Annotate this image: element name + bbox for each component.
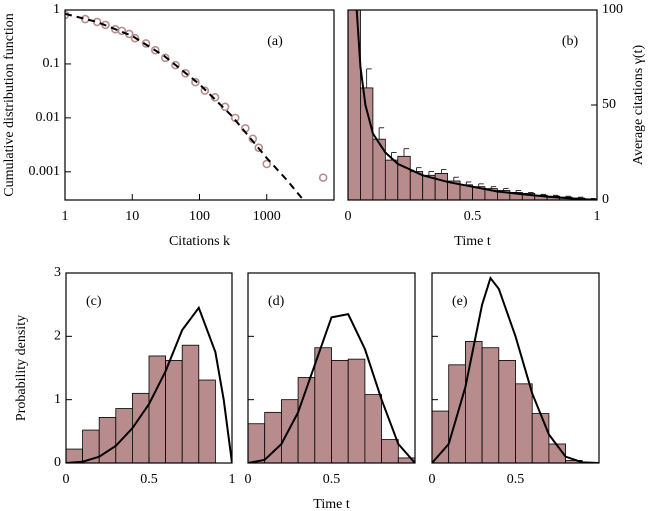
y-axis-label: Average citations γ(t) xyxy=(631,45,646,166)
data-point xyxy=(160,53,170,63)
x-tick-label: 1 xyxy=(229,472,236,487)
bar xyxy=(515,383,533,463)
panel-label: (e) xyxy=(452,294,468,309)
bar xyxy=(531,413,550,463)
bar xyxy=(66,448,84,463)
x-tick-label: 0 xyxy=(63,472,70,487)
x-tick-label: 0 xyxy=(345,209,352,224)
y-tick-label: 1 xyxy=(53,2,60,17)
panel-label: (d) xyxy=(268,294,285,309)
x-tick-label: 0 xyxy=(245,472,252,487)
plot-area xyxy=(348,10,597,200)
bar xyxy=(364,394,382,463)
x-tick-label: 10 xyxy=(125,209,139,224)
plot-area xyxy=(65,10,328,200)
plot-area xyxy=(432,275,599,463)
x-axis-label: Time t xyxy=(313,497,350,511)
plot-area xyxy=(66,305,232,463)
x-axis-label: Citations k xyxy=(169,234,230,249)
bar xyxy=(360,87,374,200)
y-axis-label: Probability density xyxy=(14,315,29,421)
curve xyxy=(432,275,599,463)
x-tick-label: 0.5 xyxy=(140,472,158,487)
x-tick-label: 0.5 xyxy=(323,472,341,487)
bar xyxy=(432,410,450,463)
x-tick-label: 1 xyxy=(62,209,69,224)
curve xyxy=(355,10,597,200)
curve xyxy=(248,313,415,463)
y-tick-label: 100 xyxy=(602,2,623,17)
x-tick-label: 0.5 xyxy=(507,472,525,487)
data-point xyxy=(141,39,151,48)
data-point xyxy=(254,143,264,152)
y-tick-label: 50 xyxy=(602,97,616,112)
bar xyxy=(347,358,366,463)
bar xyxy=(280,399,299,463)
data-point xyxy=(318,173,328,182)
bar xyxy=(198,379,216,463)
data-point xyxy=(150,45,160,55)
x-tick-label: 1 xyxy=(594,209,601,224)
data-point xyxy=(262,159,272,169)
data-point xyxy=(200,86,210,95)
panel-label: (b) xyxy=(562,34,579,49)
y-tick-label: 0 xyxy=(54,455,61,470)
panel-label: (c) xyxy=(86,294,102,309)
y-tick-label: 3 xyxy=(54,265,61,280)
bar xyxy=(384,159,399,200)
y-tick-label: 0.001 xyxy=(29,164,61,179)
bar xyxy=(481,347,500,463)
data-point xyxy=(171,60,180,70)
x-axis-label: Time t xyxy=(454,234,491,249)
bar xyxy=(331,359,349,463)
bar xyxy=(264,411,282,463)
bar xyxy=(434,172,448,200)
plot-area xyxy=(248,313,415,463)
bar xyxy=(248,423,266,463)
bar xyxy=(498,359,516,463)
bar xyxy=(314,347,332,463)
bar xyxy=(131,392,150,463)
x-tick-label: 0 xyxy=(429,472,436,487)
panel-label: (a) xyxy=(267,34,283,49)
y-axis-label: Cumulative distribution function xyxy=(2,13,17,197)
bar xyxy=(181,344,200,463)
bar xyxy=(348,10,361,200)
y-tick-label: 0 xyxy=(602,192,609,207)
x-tick-label: 1000 xyxy=(253,209,281,224)
data-point xyxy=(181,69,190,78)
bar xyxy=(464,340,483,463)
bar xyxy=(165,359,183,463)
y-tick-label: 0.01 xyxy=(36,110,61,125)
bar xyxy=(397,155,411,200)
data-point xyxy=(191,77,200,87)
bar xyxy=(148,355,167,463)
data-point xyxy=(117,26,127,36)
y-tick-label: 0.1 xyxy=(43,56,61,71)
y-tick-label: 2 xyxy=(54,329,61,344)
bar xyxy=(381,439,399,463)
x-tick-label: 100 xyxy=(189,209,210,224)
data-point xyxy=(130,33,140,43)
bar xyxy=(409,171,424,200)
x-tick-label: 0.5 xyxy=(464,209,482,224)
curve xyxy=(66,305,232,463)
y-tick-label: 1 xyxy=(54,392,61,407)
axes-frame xyxy=(64,9,335,201)
